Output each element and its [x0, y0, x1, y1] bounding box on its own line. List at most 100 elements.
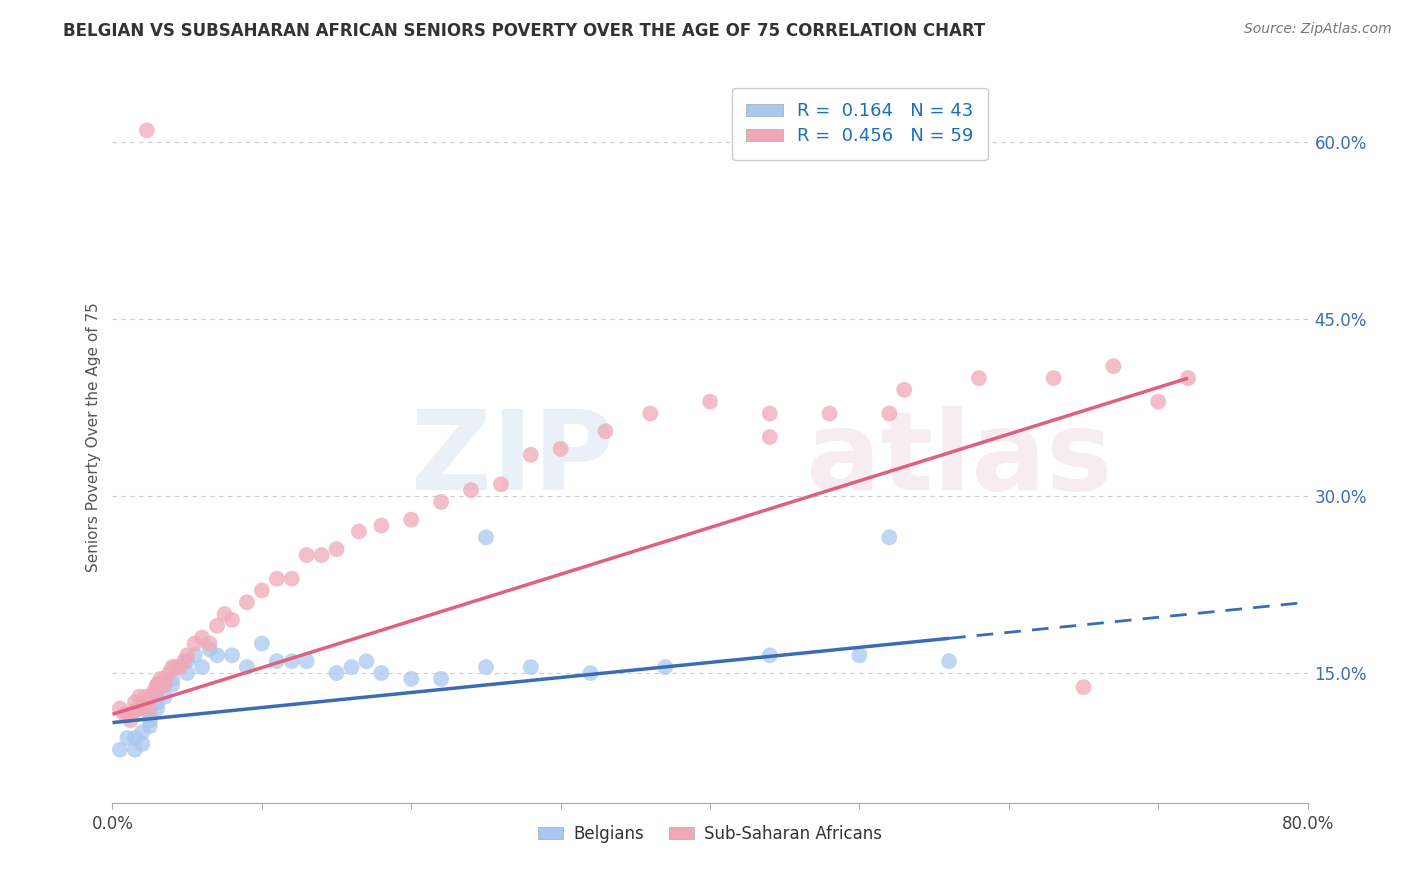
Point: [169, 660, 191, 674]
Point: [266, 572, 288, 586]
Point: [176, 666, 198, 681]
Point: [139, 707, 162, 722]
Point: [117, 731, 139, 745]
Point: [475, 660, 498, 674]
Text: Source: ZipAtlas.com: Source: ZipAtlas.com: [1244, 22, 1392, 37]
Point: [520, 448, 543, 462]
Point: [893, 383, 915, 397]
Point: [131, 701, 153, 715]
Point: [146, 678, 169, 692]
Point: [460, 483, 482, 498]
Point: [169, 660, 191, 674]
Point: [146, 701, 169, 715]
Point: [149, 672, 172, 686]
Point: [134, 690, 156, 704]
Point: [153, 690, 176, 704]
Point: [325, 666, 347, 681]
Point: [489, 477, 512, 491]
Point: [143, 683, 166, 698]
Point: [183, 648, 205, 663]
Point: [967, 371, 990, 385]
Point: [146, 683, 169, 698]
Point: [183, 636, 205, 650]
Point: [370, 518, 392, 533]
Point: [165, 660, 187, 674]
Point: [1147, 394, 1170, 409]
Point: [250, 583, 273, 598]
Point: [153, 672, 176, 686]
Point: [139, 713, 162, 727]
Point: [162, 660, 183, 674]
Point: [266, 654, 288, 668]
Point: [120, 713, 142, 727]
Point: [176, 648, 198, 663]
Point: [1102, 359, 1125, 374]
Text: BELGIAN VS SUBSAHARAN AFRICAN SENIORS POVERTY OVER THE AGE OF 75 CORRELATION CHA: BELGIAN VS SUBSAHARAN AFRICAN SENIORS PO…: [63, 22, 986, 40]
Point: [153, 678, 176, 692]
Point: [131, 696, 153, 710]
Point: [848, 648, 870, 663]
Point: [124, 731, 146, 745]
Point: [1177, 371, 1199, 385]
Point: [281, 572, 304, 586]
Point: [139, 690, 162, 704]
Point: [475, 530, 498, 544]
Point: [191, 660, 214, 674]
Point: [214, 607, 236, 621]
Point: [311, 548, 333, 562]
Point: [162, 672, 183, 686]
Point: [221, 648, 243, 663]
Point: [153, 678, 176, 692]
Point: [699, 394, 721, 409]
Point: [162, 678, 183, 692]
Point: [124, 704, 146, 718]
Point: [325, 542, 347, 557]
Point: [198, 636, 221, 650]
Point: [114, 707, 135, 722]
Point: [124, 742, 146, 756]
Point: [370, 666, 392, 681]
Point: [340, 660, 363, 674]
Point: [640, 407, 662, 421]
Point: [430, 495, 453, 509]
Point: [579, 666, 602, 681]
Point: [128, 701, 150, 715]
Point: [205, 648, 228, 663]
Point: [173, 654, 195, 668]
Point: [281, 654, 304, 668]
Point: [221, 613, 243, 627]
Point: [131, 725, 153, 739]
Point: [146, 696, 169, 710]
Point: [236, 660, 259, 674]
Point: [295, 548, 318, 562]
Point: [401, 513, 423, 527]
Point: [1042, 371, 1064, 385]
Text: atlas: atlas: [806, 406, 1114, 513]
Point: [139, 719, 162, 733]
Point: [654, 660, 676, 674]
Point: [430, 672, 453, 686]
Point: [198, 642, 221, 657]
Point: [146, 683, 169, 698]
Point: [139, 701, 162, 715]
Point: [595, 424, 617, 438]
Point: [356, 654, 378, 668]
Point: [117, 707, 139, 722]
Point: [401, 672, 423, 686]
Point: [879, 530, 901, 544]
Point: [879, 407, 901, 421]
Point: [250, 636, 273, 650]
Point: [295, 654, 318, 668]
Point: [1073, 680, 1095, 694]
Point: [759, 430, 782, 444]
Point: [131, 737, 153, 751]
Point: [108, 742, 131, 756]
Point: [176, 654, 198, 668]
Point: [146, 678, 169, 692]
Point: [550, 442, 572, 456]
Y-axis label: Seniors Poverty Over the Age of 75: Seniors Poverty Over the Age of 75: [86, 302, 101, 572]
Point: [134, 696, 156, 710]
Point: [157, 666, 180, 681]
Point: [818, 407, 841, 421]
Point: [191, 631, 214, 645]
